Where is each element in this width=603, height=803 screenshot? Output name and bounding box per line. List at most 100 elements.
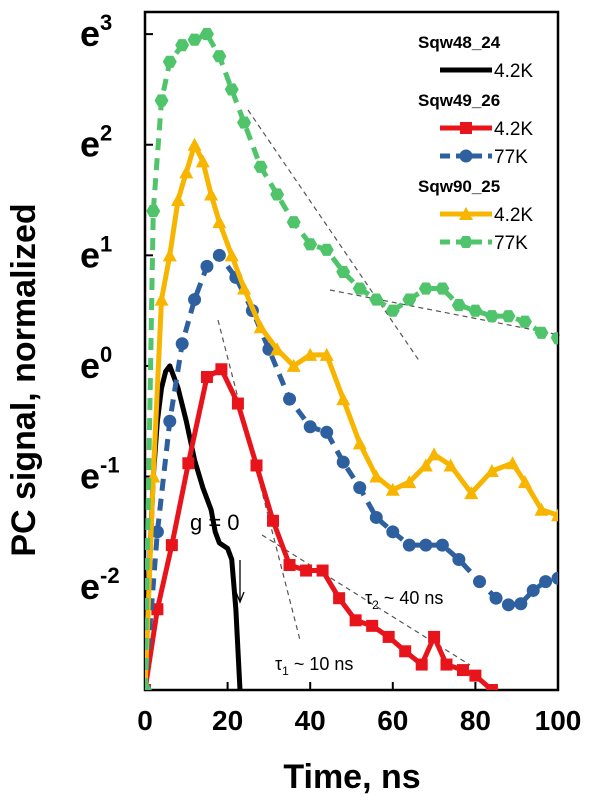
marker (303, 420, 317, 434)
marker (231, 397, 244, 410)
marker (385, 482, 400, 496)
marker (484, 310, 499, 323)
marker (187, 137, 202, 151)
marker (199, 28, 214, 41)
marker (188, 293, 202, 307)
marker (267, 514, 280, 527)
fit-line (329, 289, 561, 336)
marker (501, 598, 515, 612)
legend-label: 4.2K (494, 119, 533, 140)
marker (253, 320, 268, 334)
marker (154, 94, 169, 107)
marker (489, 591, 503, 605)
marker (419, 538, 433, 552)
marker (195, 154, 210, 168)
marker (451, 299, 466, 312)
marker (485, 684, 498, 690)
marker (428, 630, 441, 643)
marker (175, 337, 189, 351)
annotation: τ1 ~ 10 ns (275, 654, 353, 678)
marker (551, 571, 558, 585)
legend-label: 4.2K (494, 61, 533, 82)
series-line (145, 252, 558, 690)
marker (187, 33, 202, 46)
marker (469, 669, 482, 682)
marker (303, 238, 318, 251)
marker (366, 619, 379, 632)
marker (319, 347, 334, 361)
marker (237, 116, 252, 129)
fit-lines (217, 109, 561, 666)
series-line (145, 142, 558, 690)
marker (319, 243, 334, 256)
x-tick-label: 40 (295, 705, 326, 736)
marker (464, 486, 479, 500)
marker (517, 315, 532, 328)
x-tick-label: 0 (137, 705, 153, 736)
marker (369, 293, 384, 306)
legend-group-title: Sqw90_25 (418, 177, 500, 196)
marker (435, 538, 449, 552)
marker (162, 248, 177, 262)
marker (224, 248, 239, 262)
marker (459, 207, 473, 220)
plot-frame (143, 10, 560, 692)
marker (212, 248, 226, 262)
marker (517, 475, 532, 489)
y-tick-label: e1 (80, 231, 112, 275)
marker (459, 149, 473, 163)
marker (224, 83, 239, 96)
marker (333, 592, 346, 605)
y-tick-label: e-1 (80, 453, 120, 497)
marker (514, 597, 528, 611)
marker (145, 683, 152, 690)
marker (336, 392, 351, 406)
marker (336, 265, 351, 278)
marker (200, 370, 213, 383)
y-axis-label: PC signal, normalized (5, 203, 43, 556)
marker (402, 293, 417, 306)
marker (435, 282, 450, 295)
y-tick-label: e3 (80, 10, 112, 54)
marker (399, 645, 412, 658)
marker (418, 458, 433, 472)
y-tick-label: e-2 (80, 563, 120, 607)
legend-label: 4.2K (494, 205, 533, 226)
marker (386, 525, 400, 539)
marker (182, 457, 195, 470)
marker (163, 414, 177, 428)
marker (418, 282, 433, 295)
legend-group-title: Sqw48_24 (418, 33, 501, 52)
y-tick-label: e0 (80, 342, 112, 386)
marker (402, 475, 417, 489)
marker (212, 50, 227, 63)
marker (336, 455, 350, 469)
marker (484, 464, 499, 478)
marker (352, 436, 367, 450)
marker (162, 55, 177, 68)
annotation: τ2 ~ 40 ns (365, 588, 443, 612)
legend-label: 77K (494, 147, 528, 168)
marker (171, 193, 186, 207)
marker (270, 188, 285, 201)
marker (353, 481, 367, 495)
marker (237, 281, 252, 295)
marker (539, 575, 553, 589)
marker (460, 122, 472, 134)
x-tick-label: 80 (460, 705, 491, 736)
marker (427, 447, 442, 461)
marker (505, 456, 520, 470)
marker (443, 458, 458, 472)
x-tick-label: 100 (535, 705, 582, 736)
marker (270, 342, 285, 356)
marker (382, 630, 395, 643)
plot-area (145, 28, 558, 690)
marker (534, 502, 549, 516)
legend-group-title: Sqw49_26 (418, 91, 500, 110)
marker (200, 259, 214, 273)
fit-line (261, 534, 471, 666)
marker (283, 559, 296, 572)
marker (415, 658, 428, 671)
marker (473, 575, 487, 589)
